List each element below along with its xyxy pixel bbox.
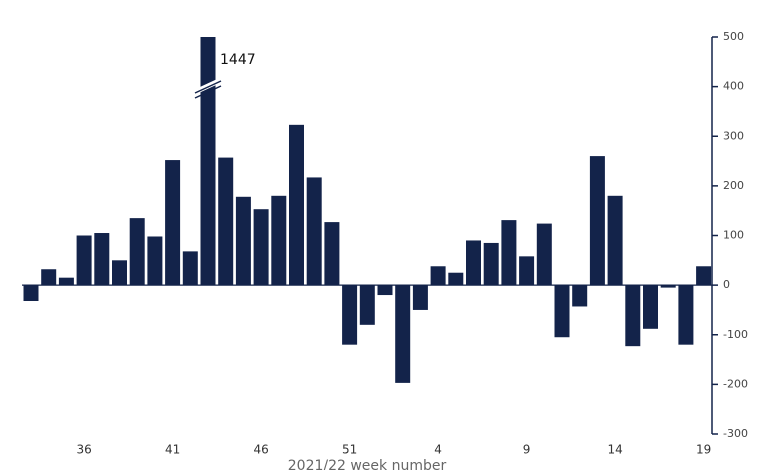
bar <box>696 266 712 286</box>
bar <box>253 209 269 286</box>
bar <box>589 156 605 286</box>
y-tick-label: -300 <box>723 427 748 440</box>
y-tick-label: 100 <box>723 229 744 242</box>
y-tick-label: 200 <box>723 179 744 192</box>
axis-break <box>193 77 223 95</box>
bar <box>23 285 39 302</box>
bar <box>200 37 216 286</box>
bar <box>182 251 198 286</box>
x-axis-label: 2021/22 week number <box>288 458 447 470</box>
bar <box>235 196 251 286</box>
bar <box>625 285 641 347</box>
y-tick-label: -200 <box>723 377 748 390</box>
bar <box>342 285 358 345</box>
bar <box>395 285 411 383</box>
x-tick-label: 51 <box>342 443 357 457</box>
bar <box>359 285 375 325</box>
y-tick-label: 400 <box>723 80 744 93</box>
bar <box>501 220 517 286</box>
bar <box>412 285 428 310</box>
x-tick-label: 19 <box>696 443 711 457</box>
bar <box>678 285 694 345</box>
bar <box>519 256 535 286</box>
axis-break <box>194 80 222 94</box>
bar <box>483 242 499 286</box>
bar <box>271 195 287 286</box>
bar <box>324 222 340 286</box>
bar <box>289 124 304 286</box>
y-tick-label: 0 <box>723 278 730 291</box>
axis-break <box>194 85 222 99</box>
bar <box>41 269 57 286</box>
bar <box>76 235 92 286</box>
bar <box>129 218 145 286</box>
bar <box>466 240 481 286</box>
bar <box>58 277 74 286</box>
x-tick-label: 9 <box>523 443 531 457</box>
bar <box>94 233 110 286</box>
bar <box>660 285 676 288</box>
bar <box>536 223 552 286</box>
x-tick-label: 4 <box>434 443 442 457</box>
bar <box>218 157 234 286</box>
bar <box>165 160 181 286</box>
bar <box>147 236 163 286</box>
bar <box>377 285 393 296</box>
y-tick-label: 300 <box>723 129 744 142</box>
bar <box>572 285 588 307</box>
x-tick-label: 36 <box>76 443 91 457</box>
x-tick-label: 46 <box>253 443 268 457</box>
value-label: 1447 <box>220 52 256 68</box>
x-tick-label: 41 <box>165 443 180 457</box>
y-tick-label: -100 <box>723 328 748 341</box>
y-tick-label: 500 <box>723 30 744 43</box>
bar <box>448 272 464 286</box>
bar <box>430 266 446 286</box>
x-tick-label: 14 <box>607 443 622 457</box>
bar <box>112 260 127 286</box>
bar <box>643 285 658 329</box>
bar <box>554 285 570 338</box>
bar <box>306 177 322 286</box>
bar <box>607 195 623 286</box>
